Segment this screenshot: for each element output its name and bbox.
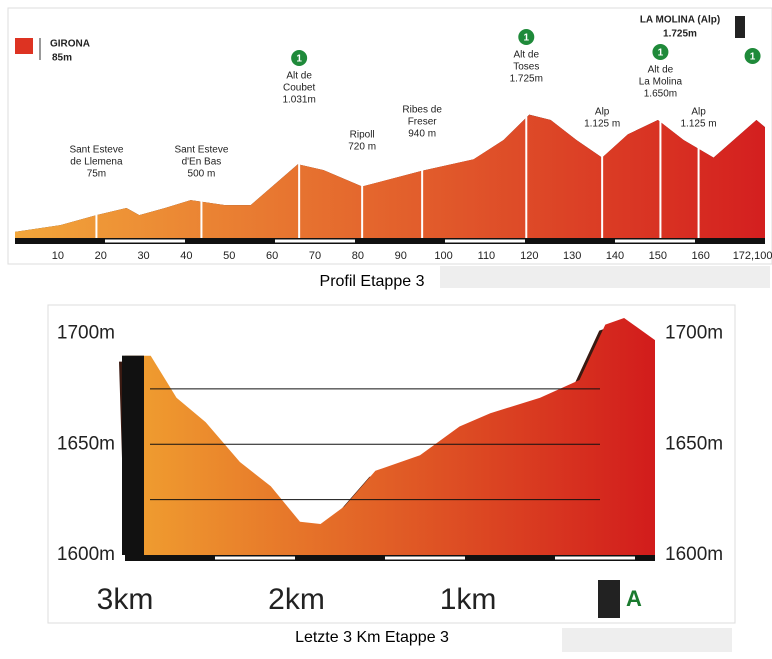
annotation-text: 75m [87, 169, 106, 180]
annotation-text: Coubet [283, 83, 315, 94]
start-bar [122, 355, 144, 555]
annotation-text: Toses [513, 62, 539, 73]
x-tick-label: 172,100 [733, 250, 772, 262]
annotation-text: Alt de [648, 65, 674, 76]
finish-mark: A [626, 586, 642, 611]
annotation-text: 1.125 m [681, 119, 717, 130]
y-tick-label: 1600m [57, 544, 115, 565]
baseline-gap [445, 239, 525, 243]
y-tick-label: 1700m [57, 323, 115, 344]
annotation-text: 1.031m [282, 95, 315, 106]
annotation-text: Ribes de [402, 105, 442, 116]
annotation-text: Freser [408, 117, 438, 128]
x-tick-label: 70 [309, 250, 321, 262]
badge-text: 1 [296, 54, 302, 65]
annotation-text: Alp [691, 107, 706, 118]
annotation-text: 940 m [408, 129, 436, 140]
badge-text: 1 [524, 33, 530, 44]
annotation-text: Alt de [286, 71, 312, 82]
start-flag [15, 38, 33, 54]
finish-label: LA MOLINA (Alp) [640, 15, 720, 26]
x-tick-label: 140 [606, 250, 624, 262]
badge [652, 44, 669, 60]
annotation-text: de Llemena [70, 157, 123, 168]
y-tick-label: 1650m [665, 433, 723, 454]
baseline [15, 238, 765, 244]
x-tick-label: 80 [352, 250, 364, 262]
baseline-gap [105, 239, 185, 243]
annotation-text: 1.725m [510, 74, 543, 85]
annotation-text: 720 m [348, 142, 376, 153]
frame-1 [7, 7, 772, 265]
badge-text: 1 [658, 48, 664, 59]
x-tick-label: 120 [520, 250, 538, 262]
badge [744, 48, 761, 64]
x-tick-label: 160 [692, 250, 710, 262]
annotation-text: 500 m [188, 169, 216, 180]
annotation-text: Ripoll [350, 130, 375, 141]
x-tick-label: 20 [95, 250, 107, 262]
start-elevation: 85m [52, 53, 72, 64]
x-tick-label: 3km [97, 583, 154, 616]
finish-icon [598, 580, 620, 618]
area [125, 318, 655, 555]
x-tick-label: 30 [137, 250, 149, 262]
annotation-text: La Molina [639, 77, 683, 88]
caption: Profil Etappe 3 [320, 273, 425, 290]
caption: Letzte 3 Km Etappe 3 [295, 629, 449, 646]
baseline-gap [385, 556, 465, 560]
x-tick-label: 2km [268, 583, 325, 616]
y-tick-label: 1650m [57, 433, 115, 454]
x-tick-label: 40 [180, 250, 192, 262]
y-tick-label: 1700m [665, 323, 723, 344]
baseline-gap [275, 239, 355, 243]
annotation-text: 1.650m [644, 89, 677, 100]
decor [562, 628, 732, 652]
annotation-text: Alp [595, 107, 610, 118]
baseline-gap [555, 556, 635, 560]
finish-icon [735, 16, 745, 38]
area [15, 114, 765, 238]
annotation-text: Sant Esteve [174, 145, 228, 156]
badge [291, 50, 308, 66]
start-label: GIRONA [50, 39, 90, 50]
x-tick-label: 1km [440, 583, 497, 616]
x-tick-label: 10 [52, 250, 64, 262]
frame-2 [47, 304, 736, 624]
baseline-gap [215, 556, 295, 560]
x-tick-label: 110 [478, 250, 496, 262]
x-tick-label: 100 [434, 250, 452, 262]
annotation-text: Sant Esteve [69, 145, 123, 156]
annotation-text: Alt de [513, 50, 539, 61]
decor [440, 266, 770, 288]
annotation-text: d'En Bas [182, 157, 222, 168]
x-tick-label: 60 [266, 250, 278, 262]
badge-text: 1 [750, 52, 756, 63]
x-tick-label: 130 [563, 250, 581, 262]
y-tick-label: 1600m [665, 544, 723, 565]
x-tick-label: 90 [395, 250, 407, 262]
badge [518, 29, 535, 45]
annotation-text: 1.125 m [584, 119, 620, 130]
x-tick-label: 50 [223, 250, 235, 262]
finish-elevation: 1.725m [663, 29, 697, 40]
x-tick-label: 150 [649, 250, 667, 262]
baseline-gap [615, 239, 695, 243]
